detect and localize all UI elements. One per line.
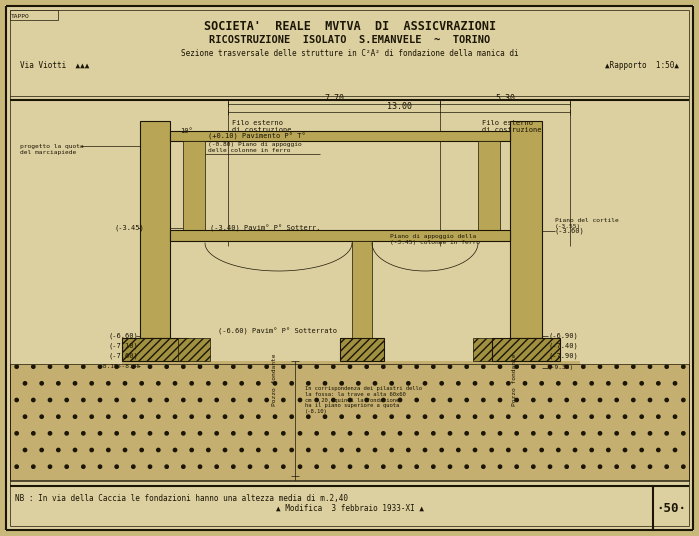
Text: (-0.80) Piano di appoggio
delle colonne in ferro: (-0.80) Piano di appoggio delle colonne … [208, 142, 302, 153]
Text: (+0.10) Pavimento P° T°: (+0.10) Pavimento P° T° [208, 133, 305, 140]
Text: (-6.90): (-6.90) [548, 333, 578, 339]
Text: 7.70: 7.70 [324, 94, 344, 103]
Bar [10, 364, 689, 480]
Bar [510, 121, 542, 338]
Bar [473, 338, 505, 361]
Bar [122, 338, 188, 361]
Text: (-7.40): (-7.40) [548, 343, 578, 349]
Bar [183, 141, 205, 230]
Text: (-3.45): (-3.45) [115, 225, 145, 231]
Text: 5.30: 5.30 [495, 94, 515, 103]
Text: Piano del cortile
(-3.55): Piano del cortile (-3.55) [555, 218, 619, 229]
Bar [170, 131, 510, 141]
Text: Filo esterno
di costruzione: Filo esterno di costruzione [232, 120, 291, 133]
Text: -8.18÷-8.45: -8.18÷-8.45 [100, 363, 141, 369]
Text: progetto la quota
del marciapiede: progetto la quota del marciapiede [20, 144, 84, 155]
Text: ▲ Modifica  3 febbraio 1933-XI ▲: ▲ Modifica 3 febbraio 1933-XI ▲ [276, 503, 424, 512]
Bar [340, 338, 384, 361]
Text: (-7.90): (-7.90) [548, 353, 578, 359]
Text: ·50·: ·50· [656, 502, 686, 515]
Text: SOCIETA'  REALE  MVTVA  DI  ASSICVRAZIONI: SOCIETA' REALE MVTVA DI ASSICVRAZIONI [204, 19, 496, 33]
Text: In corrispondenza dei pilastri dello
la fossa: la trave e alta 60x60
cm 1,20, qu: In corrispondenza dei pilastri dello la … [305, 386, 422, 414]
Text: (-3.40) Pavim° P° Sotterr.: (-3.40) Pavim° P° Sotterr. [210, 225, 321, 232]
Bar [352, 241, 372, 338]
Bar [478, 141, 500, 230]
Text: Via Viotti  ▲▲▲: Via Viotti ▲▲▲ [20, 61, 89, 70]
Text: (-7.10): (-7.10) [108, 343, 138, 349]
Bar [178, 338, 210, 361]
Bar [122, 361, 580, 480]
Text: (-3.60): (-3.60) [555, 228, 585, 234]
Text: RICOSTRUZIONE  ISOLATO  S.EMANVELE  ~  TORINO: RICOSTRUZIONE ISOLATO S.EMANVELE ~ TORIN… [210, 35, 491, 45]
Text: Filo esterno
di costruzione: Filo esterno di costruzione [482, 120, 542, 133]
Text: Sezione trasversale delle strutture in C²A² di fondazione della manica di: Sezione trasversale delle strutture in C… [181, 48, 519, 57]
Text: (-9.35): (-9.35) [548, 366, 575, 370]
Text: (-6.60) Pavim° P° Sotterrato: (-6.60) Pavim° P° Sotterrato [218, 327, 337, 334]
Text: (-6.60): (-6.60) [108, 333, 138, 339]
Text: 10°: 10° [180, 128, 193, 134]
Text: Pozzo fondante: Pozzo fondante [512, 354, 517, 406]
Bar [170, 230, 510, 241]
Text: Pozzo fondante: Pozzo fondante [273, 354, 278, 406]
Text: Piano di appoggio della
(-3.45) colonne in ferro: Piano di appoggio della (-3.45) colonne … [390, 234, 480, 245]
Text: 13.00: 13.00 [387, 102, 412, 111]
Text: TAPPO: TAPPO [11, 14, 30, 19]
Text: NB : In via della Caccia le fondazioni hanno una altezza media di m.2,40: NB : In via della Caccia le fondazioni h… [15, 494, 348, 503]
Text: ▲Rapporto  1:50▲: ▲Rapporto 1:50▲ [605, 61, 679, 70]
Bar [140, 121, 170, 338]
Text: (-7.60): (-7.60) [108, 353, 138, 359]
Bar [492, 338, 560, 361]
Bar [10, 10, 58, 20]
